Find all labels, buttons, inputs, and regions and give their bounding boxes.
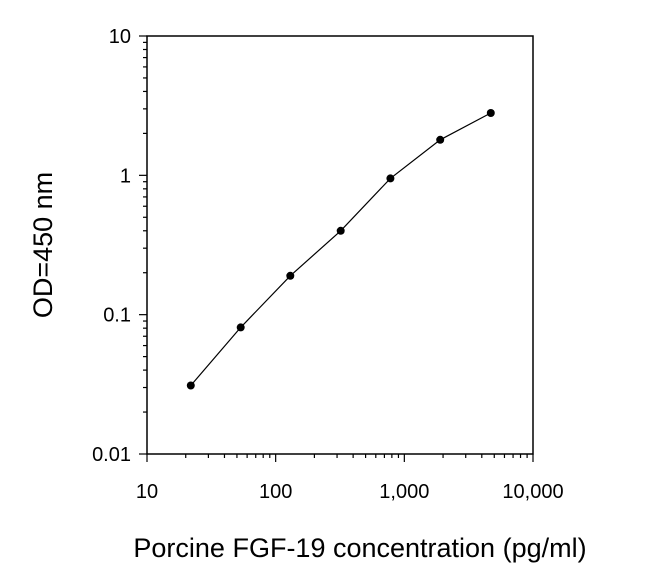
tick-labels-layer: 10 100 1,000 10,000 0.01 0.1 1 10 [92,26,564,503]
data-point [236,323,245,332]
data-points-layer [186,109,495,390]
x-axis-title: Porcine FGF-19 concentration (pg/ml) [133,533,586,563]
series-line [190,112,492,386]
data-point [386,174,395,183]
data-point [286,271,295,280]
y-tick-label: 0.1 [103,305,131,327]
data-point [336,226,345,235]
data-point [486,109,495,117]
y-tick-label: 1 [120,165,131,187]
x-tick-label: 1,000 [379,481,429,503]
plot-frame [146,35,534,455]
x-tick-label: 100 [259,481,292,503]
y-axis-title: OD=450 nm [28,172,58,318]
y-tick-label: 0.01 [92,444,131,466]
data-point [436,135,445,144]
x-tick-label: 10,000 [502,481,563,503]
x-tick-label: 10 [136,481,158,503]
ticks-layer [139,35,534,462]
y-tick-label: 10 [109,26,131,48]
data-point [186,381,195,390]
